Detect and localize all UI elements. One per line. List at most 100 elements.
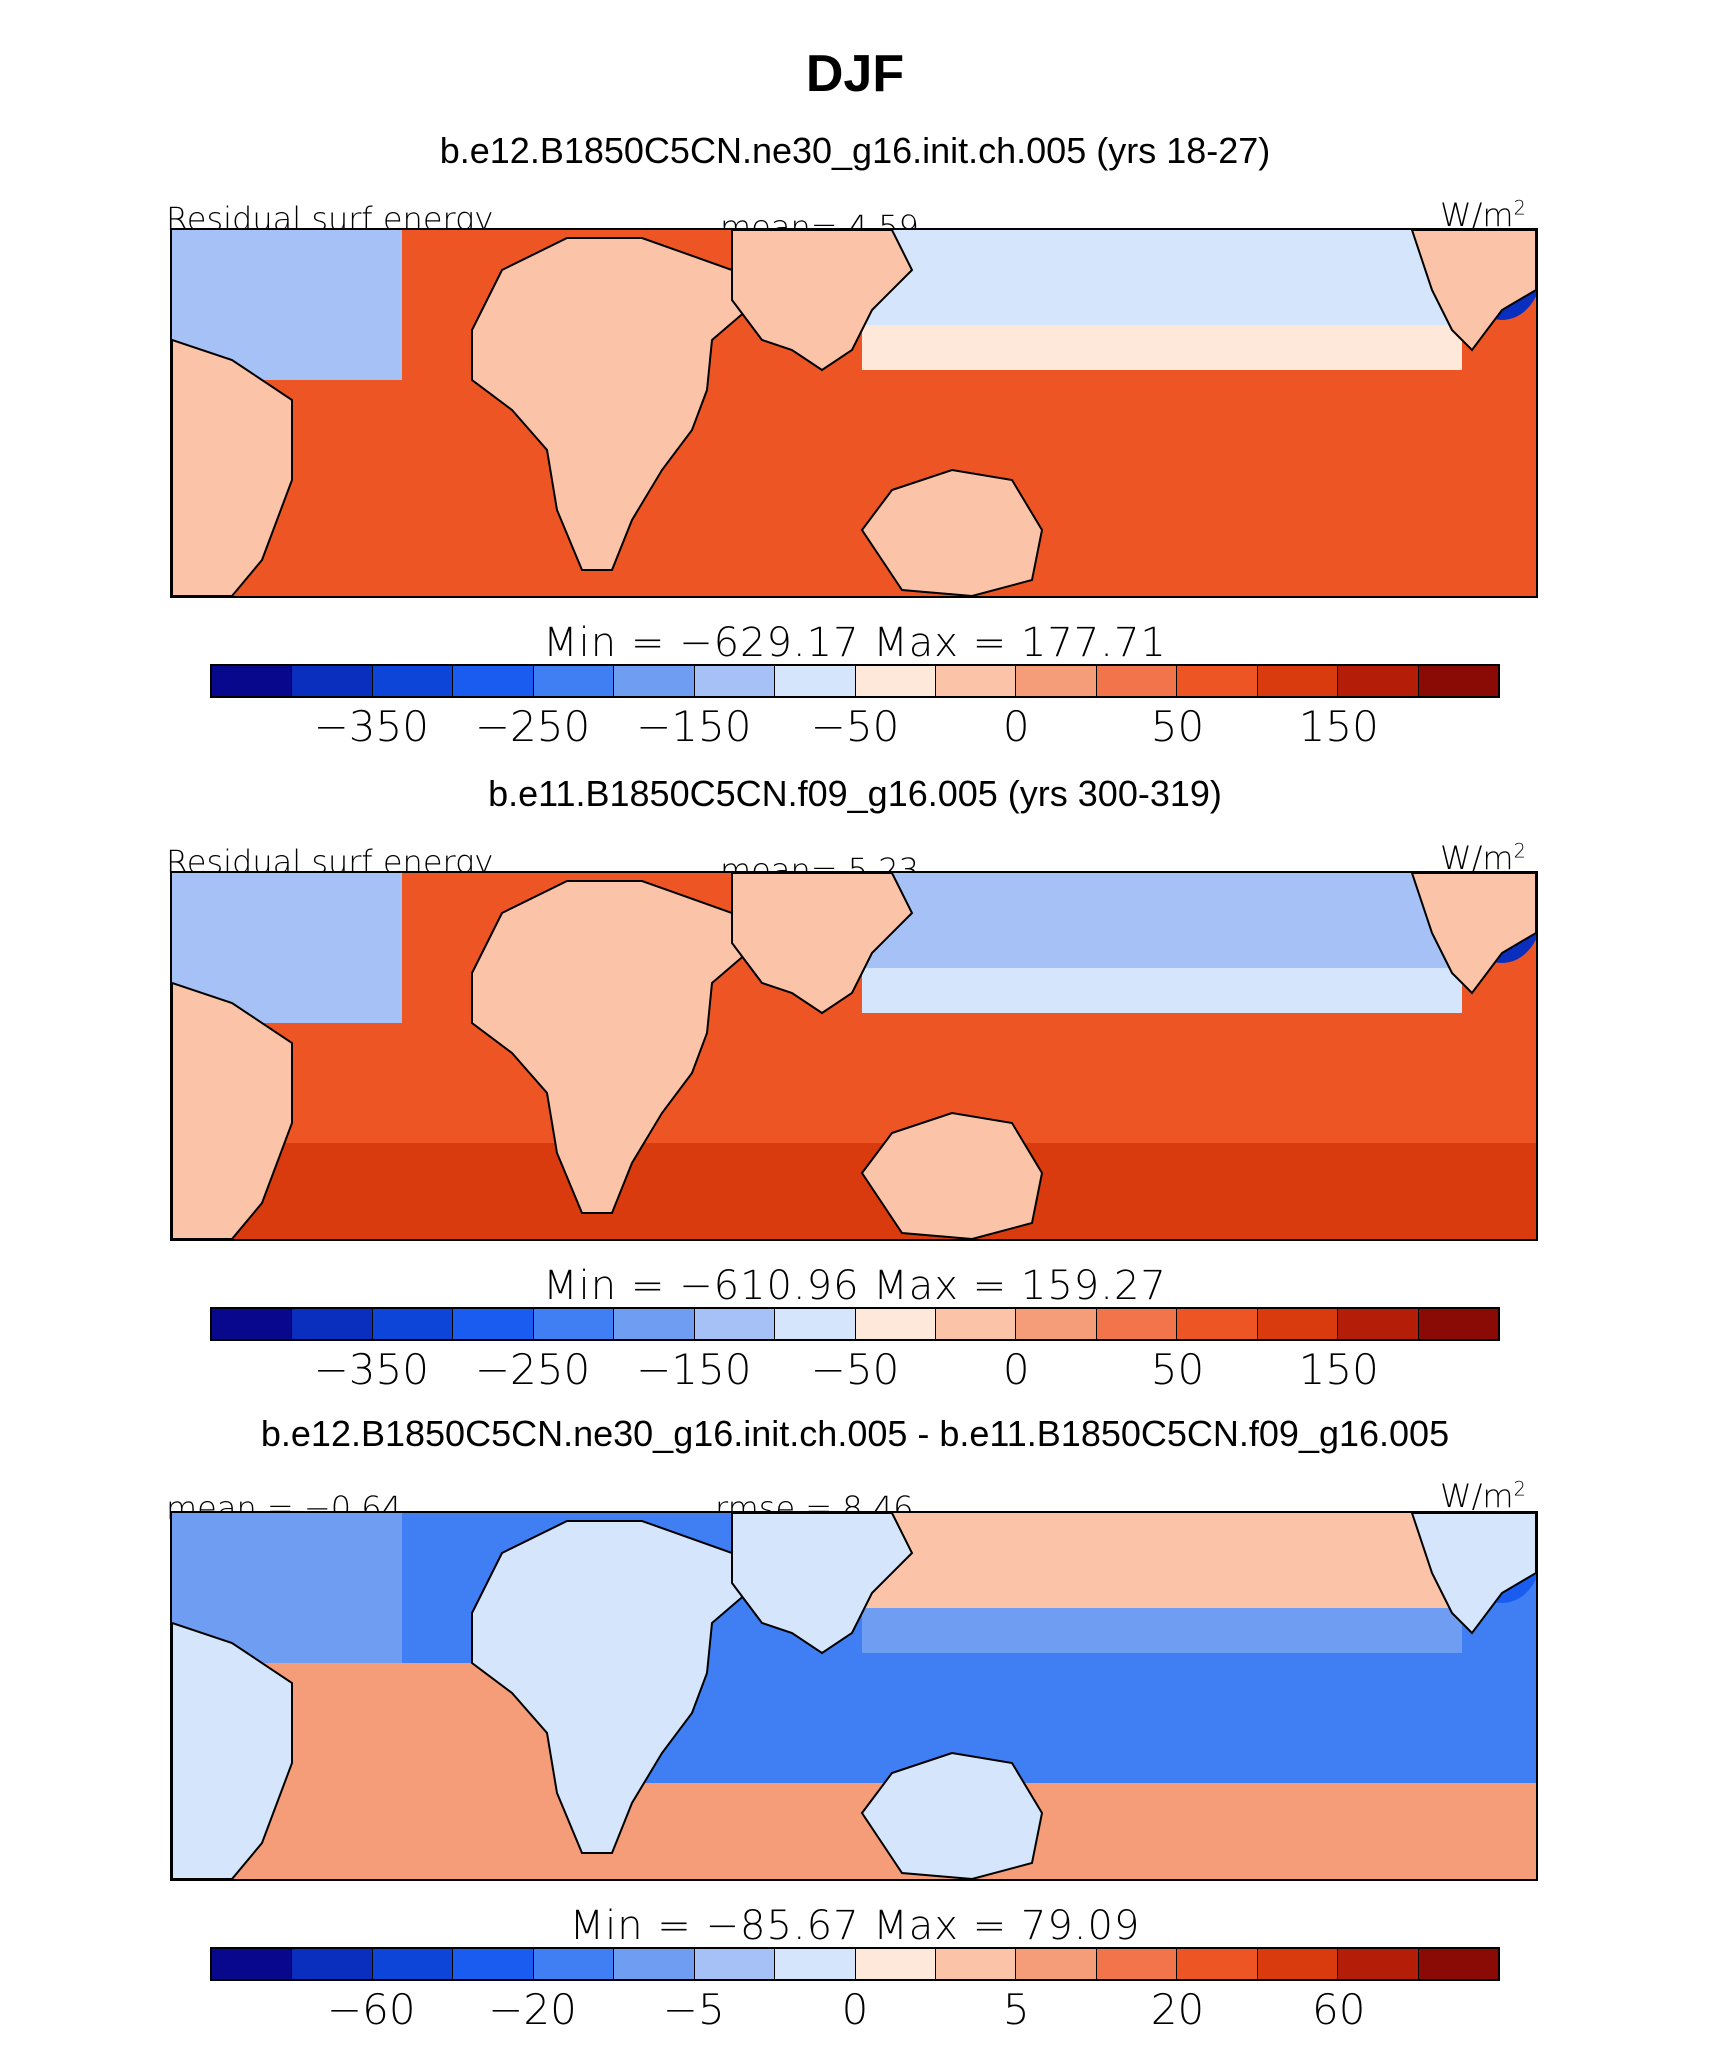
continent-outline-2 (860, 1751, 1044, 1879)
colorbar-tick-label: 0 (841, 1985, 869, 2034)
colorbar-swatch (1338, 1949, 1419, 1979)
colorbar (210, 664, 1500, 698)
colorbar-ticks: −60 −20 −5 0 5 20 60 (210, 1985, 1500, 2035)
colorbar-tick-label: 5 (1002, 1985, 1030, 2034)
colorbar-ticks: −350 −250 −150 −50 0 50 150 (210, 702, 1500, 752)
colorbar-tick-label: −50 (810, 702, 900, 751)
colorbar-swatch (694, 666, 776, 696)
colorbar-swatch (1016, 1309, 1097, 1339)
colorbar-swatch (855, 1309, 936, 1339)
continent-outline-3 (172, 1621, 293, 1879)
colorbar-tick-label: 150 (1298, 1345, 1379, 1394)
colorbar-swatch (533, 1949, 615, 1979)
colorbar-swatch (212, 1309, 293, 1339)
colorbar-tick-label: 0 (1002, 1345, 1030, 1394)
heatmap-plot (170, 1511, 1538, 1881)
colorbar-swatch (614, 1949, 695, 1979)
colorbar-swatch (1257, 666, 1339, 696)
heatmap-plot (170, 228, 1538, 598)
colorbar-swatch (292, 1309, 373, 1339)
units-label: W/m2 (1440, 196, 1526, 234)
colorbar-swatch (1177, 1309, 1258, 1339)
colorbar-swatch (1096, 1949, 1178, 1979)
colorbar (210, 1947, 1500, 1981)
colorbar-tick-label: 20 (1150, 1985, 1205, 2034)
region-tropical-s-indian-ocean (602, 370, 1536, 510)
region-southern-ocean (172, 1143, 1536, 1239)
colorbar-tick-label: −150 (636, 1345, 752, 1394)
region-southern-ocean (172, 1783, 1536, 1879)
colorbar-swatch (935, 1949, 1017, 1979)
colorbar-swatch (935, 1309, 1017, 1339)
continent-outline-3 (172, 338, 293, 596)
colorbar-tick-label: −350 (313, 1345, 429, 1394)
colorbar-swatch (1096, 1309, 1178, 1339)
colorbar-ticks: −350 −250 −150 −50 0 50 150 (210, 1345, 1500, 1395)
panel-difference: b.e12.B1850C5CN.ne30_g16.init.ch.005 - b… (0, 1413, 1710, 2053)
colorbar-swatch (533, 666, 615, 696)
continent-outline-4 (1410, 230, 1536, 352)
region-tropical-s-indian-ocean (602, 1013, 1536, 1153)
colorbar-tick-label: −20 (488, 1985, 577, 2034)
colorbar-swatch (372, 1949, 454, 1979)
colorbar-tick-label: 50 (1150, 702, 1205, 751)
colorbar-swatch (1016, 666, 1097, 696)
colorbar-swatch (614, 666, 695, 696)
colorbar-swatch (694, 1309, 776, 1339)
colorbar-swatch (1418, 1309, 1498, 1339)
colorbar-swatch (1418, 666, 1498, 696)
colorbar-swatch (1338, 1309, 1419, 1339)
colorbar-swatch (1096, 666, 1178, 696)
figure-title: DJF (805, 45, 905, 103)
colorbar-swatch (855, 1949, 936, 1979)
region-tropical-s-indian-ocean (602, 1653, 1536, 1793)
colorbar-tick-label: −350 (313, 702, 429, 751)
colorbar-swatch (775, 1949, 856, 1979)
panel-model-2: b.e11.B1850C5CN.f09_g16.005 (yrs 300-319… (0, 773, 1710, 1413)
colorbar-tick-label: 50 (1150, 1345, 1205, 1394)
units-label: W/m2 (1440, 839, 1526, 877)
colorbar-swatch (292, 1949, 373, 1979)
region-mid-latitude-n-pacific (862, 873, 1462, 968)
min-max-label: Min = −610.96 Max = 159.27 (543, 1263, 1167, 1309)
colorbar-swatch (775, 1309, 856, 1339)
colorbar-swatch (614, 1309, 695, 1339)
colorbar-swatch (1177, 1949, 1258, 1979)
continent-outline-2 (860, 468, 1044, 596)
min-max-label: Min = −629.17 Max = 177.71 (543, 620, 1167, 666)
colorbar-swatch (372, 1309, 454, 1339)
panel-run-title: b.e11.B1850C5CN.f09_g16.005 (yrs 300-319… (488, 773, 1222, 814)
colorbar-tick-label: −250 (474, 1345, 591, 1394)
colorbar-swatch (1177, 666, 1258, 696)
colorbar-swatch (292, 666, 373, 696)
units-label: W/m2 (1440, 1477, 1526, 1515)
colorbar-swatch (453, 1949, 534, 1979)
colorbar-swatch (212, 666, 293, 696)
panel-run-title: b.e12.B1850C5CN.ne30_g16.init.ch.005 - b… (260, 1413, 1450, 1454)
panel-run-title: b.e12.B1850C5CN.ne30_g16.init.ch.005 (yr… (439, 130, 1271, 171)
heatmap-plot (170, 871, 1538, 1241)
colorbar-swatch (453, 1309, 534, 1339)
colorbar-swatch (855, 666, 936, 696)
colorbar-swatch (935, 666, 1017, 696)
colorbar-swatch (453, 666, 534, 696)
colorbar-swatch (212, 1949, 293, 1979)
colorbar-swatch (1338, 666, 1419, 696)
colorbar-tick-label: −150 (636, 702, 752, 751)
continent-outline-4 (1410, 1513, 1536, 1635)
continent-outline-3 (172, 981, 293, 1239)
continent-outline-1 (731, 1513, 914, 1655)
colorbar-tick-label: 60 (1312, 1985, 1366, 2034)
min-max-label: Min = −85.67 Max = 79.09 (569, 1903, 1141, 1949)
continent-outline-4 (1410, 873, 1536, 995)
colorbar (210, 1307, 1500, 1341)
colorbar-swatch (694, 1949, 776, 1979)
colorbar-tick-label: 150 (1298, 702, 1379, 751)
colorbar-swatch (1257, 1309, 1339, 1339)
colorbar-tick-label: 0 (1002, 702, 1030, 751)
colorbar-tick-label: −250 (474, 702, 591, 751)
colorbar-swatch (1016, 1949, 1097, 1979)
colorbar-swatch (1418, 1949, 1498, 1979)
colorbar-swatch (1257, 1949, 1339, 1979)
continent-outline-1 (731, 873, 914, 1015)
